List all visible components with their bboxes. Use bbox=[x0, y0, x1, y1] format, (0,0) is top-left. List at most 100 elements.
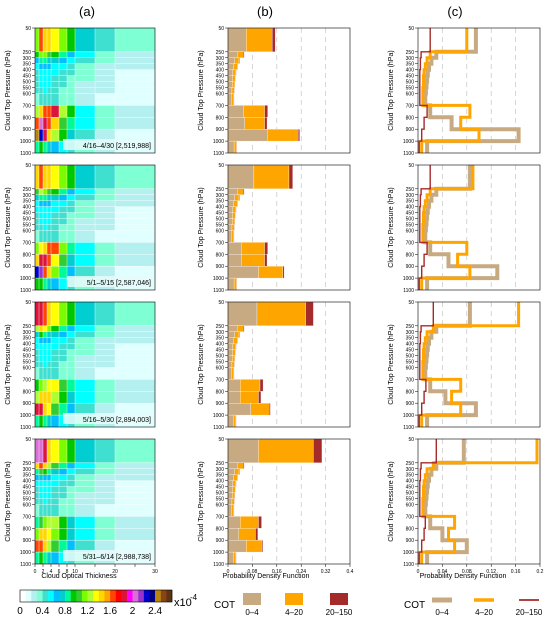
colorbar-swatch bbox=[155, 590, 161, 602]
heatmap-cell bbox=[75, 391, 95, 404]
bar-segment bbox=[232, 75, 236, 82]
bar-segment bbox=[261, 540, 263, 553]
heatmap-cell bbox=[39, 486, 43, 493]
heatmap-cell bbox=[95, 474, 115, 481]
bar-segment bbox=[238, 331, 240, 338]
heatmap-cell bbox=[95, 28, 115, 52]
heatmap-cell bbox=[39, 105, 43, 118]
heatmap-cell bbox=[95, 81, 115, 88]
heatmap-cell bbox=[43, 415, 47, 427]
heatmap-cell bbox=[95, 379, 115, 392]
heatmap-cell bbox=[35, 188, 39, 195]
heatmap-cell bbox=[35, 224, 39, 231]
heatmap-cell bbox=[39, 51, 43, 58]
legend-title: COT bbox=[404, 600, 425, 611]
heatmap-cell bbox=[75, 105, 95, 118]
heatmap-cell bbox=[43, 218, 47, 225]
heatmap-cell bbox=[67, 87, 75, 94]
bar-segment bbox=[240, 391, 259, 404]
period-label: 5/1–5/15 [2,587,046] bbox=[87, 280, 151, 287]
bar-segment bbox=[227, 57, 235, 64]
heatmap-cell bbox=[43, 480, 47, 487]
legend-swatch bbox=[243, 593, 261, 605]
heatmap-cell bbox=[95, 51, 115, 58]
heatmap-cell bbox=[51, 302, 59, 326]
heatmap-cell bbox=[47, 51, 51, 58]
heatmap-cell bbox=[59, 540, 67, 553]
heatmap-cell bbox=[43, 367, 47, 380]
heatmap-cell bbox=[75, 129, 95, 142]
y-axis-label: Cloud Top Pressure (hPa) bbox=[5, 187, 12, 267]
heatmap-cell bbox=[47, 117, 51, 130]
heatmap-cell bbox=[39, 200, 43, 207]
heatmap-cell bbox=[47, 57, 51, 64]
heatmap-cell bbox=[115, 474, 155, 481]
legend-label: 0–4 bbox=[245, 608, 259, 617]
bar-segment bbox=[227, 212, 233, 219]
y-tick-label: 50 bbox=[218, 300, 224, 306]
y-tick-label: 1000 bbox=[20, 550, 31, 556]
heatmap-cell bbox=[43, 87, 47, 94]
y-tick-label: 1000 bbox=[403, 413, 414, 419]
heatmap-cell bbox=[35, 81, 39, 88]
heatmap-cell bbox=[51, 206, 59, 213]
heatmap-cell bbox=[59, 129, 67, 142]
y-tick-label: 1100 bbox=[20, 288, 31, 294]
legend-label: 4–20 bbox=[285, 608, 303, 617]
heatmap-cell bbox=[43, 540, 47, 553]
bar-segment bbox=[236, 200, 238, 207]
colorbar-swatch bbox=[104, 590, 111, 602]
bar-segment bbox=[227, 498, 233, 505]
heatmap-cell bbox=[67, 69, 75, 76]
bar-segment bbox=[234, 57, 240, 64]
heatmap-cell bbox=[75, 194, 95, 201]
bar-segment bbox=[227, 242, 242, 255]
y-tick-label: 250 bbox=[406, 50, 415, 56]
heatmap-cell bbox=[39, 188, 43, 195]
y-tick-label: 1100 bbox=[403, 151, 414, 157]
y-tick-label: 450 bbox=[406, 348, 415, 354]
heatmap-cell bbox=[39, 129, 43, 142]
bar-segment bbox=[231, 367, 234, 380]
colorbar-swatch bbox=[76, 590, 83, 602]
heatmap-cell bbox=[51, 266, 59, 279]
y-tick-label: 550 bbox=[406, 223, 415, 229]
heatmap-cell bbox=[51, 69, 59, 76]
colorbar-swatch bbox=[81, 590, 88, 602]
heatmap-cell bbox=[115, 93, 155, 106]
y-tick-label: 800 bbox=[406, 526, 415, 532]
heatmap-cell bbox=[75, 337, 95, 344]
colorbar: 0 0.4 0.8 1.2 1.6 2 2.4 x10-4 bbox=[17, 589, 198, 617]
legend-panel-c: COT 0–4 4–20 20–150 bbox=[404, 597, 543, 617]
bar-segment bbox=[282, 266, 285, 279]
heatmap-cell bbox=[43, 69, 47, 76]
heatmap-cell bbox=[95, 367, 115, 380]
y-tick-label: 800 bbox=[23, 252, 32, 258]
heatmap-cell bbox=[35, 474, 39, 481]
heatmap-cell bbox=[95, 302, 115, 326]
heatmap-cell bbox=[59, 302, 67, 326]
y-tick-label: 600 bbox=[216, 365, 225, 371]
heatmap-cell bbox=[47, 325, 51, 332]
heatmap-cell bbox=[95, 266, 115, 279]
bar-segment bbox=[227, 403, 252, 416]
heatmap-cell bbox=[59, 391, 67, 404]
colorbar-tick-label: 0.4 bbox=[36, 606, 50, 617]
heatmap-cell bbox=[75, 355, 95, 362]
colorbar-swatch bbox=[65, 590, 71, 602]
heatmap-cell bbox=[115, 81, 155, 88]
bar-segment bbox=[238, 57, 240, 64]
bar-segment bbox=[232, 355, 235, 362]
y-tick-label: 400 bbox=[23, 205, 32, 211]
legend-label: 20–150 bbox=[516, 608, 543, 617]
heatmap-cell bbox=[35, 206, 39, 213]
heatmap-cell bbox=[59, 57, 67, 64]
heatmap-cell bbox=[39, 492, 43, 499]
y-tick-label: 350 bbox=[216, 62, 225, 68]
heatmap-cell bbox=[43, 325, 47, 332]
y-tick-label: 1000 bbox=[213, 139, 224, 145]
heatmap-cell bbox=[67, 343, 75, 350]
profile-line bbox=[420, 165, 475, 290]
y-tick-label: 700 bbox=[406, 514, 415, 520]
bar-segment bbox=[227, 87, 233, 94]
